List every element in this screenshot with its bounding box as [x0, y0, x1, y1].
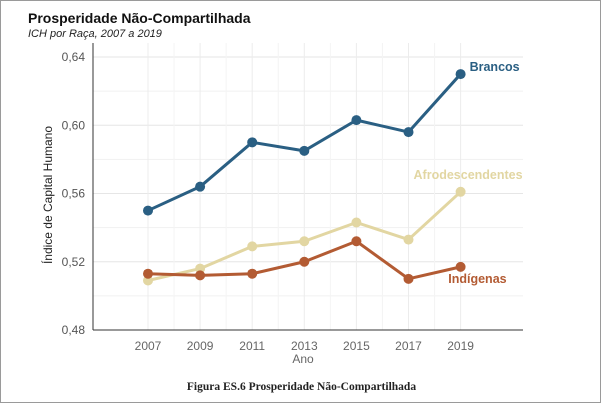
series-label: Brancos: [470, 60, 520, 74]
data-point: [247, 268, 258, 279]
series-0: [143, 69, 466, 216]
data-point: [455, 261, 466, 272]
x-tick-label: 2009: [187, 339, 214, 353]
series-label: Afrodescendentes: [414, 168, 523, 182]
data-point: [403, 234, 414, 245]
data-point: [403, 127, 414, 138]
data-point: [299, 256, 310, 267]
data-point: [299, 236, 310, 247]
x-tick-label: 2017: [395, 339, 422, 353]
data-point: [351, 217, 362, 228]
y-tick-label: 0,56: [62, 187, 86, 201]
series-layer: [143, 69, 466, 286]
data-point: [351, 236, 362, 247]
data-point: [247, 241, 258, 252]
y-axis-label: Índice de Capital Humano: [40, 126, 55, 264]
y-tick-label: 0,48: [62, 323, 86, 337]
axes: 0,48 0,52 0,56 0,60 0,64 2007 2009 2011 2013 2015…: [62, 43, 523, 353]
figure-caption: Figura ES.6 Prosperidade Não-Compartilha…: [186, 381, 417, 393]
x-tick-label: 2007: [135, 339, 162, 353]
chart-subtitle: ICH por Raça, 2007 a 2019: [28, 28, 162, 40]
series-label: Indígenas: [448, 272, 506, 286]
data-point: [143, 205, 153, 216]
x-tick-label: 2013: [291, 339, 318, 353]
data-point: [195, 270, 206, 281]
y-tick-label: 0,60: [62, 118, 86, 132]
data-point: [403, 273, 414, 284]
x-tick-label: 2015: [343, 339, 370, 353]
data-point: [455, 69, 466, 80]
x-axis-label: Ano: [292, 352, 314, 366]
x-tick-label: 2019: [447, 339, 474, 353]
y-tick-label: 0,52: [62, 255, 86, 269]
data-point: [299, 145, 310, 156]
data-point: [247, 137, 258, 148]
data-point: [351, 115, 362, 126]
y-tick-label: 0,64: [62, 50, 86, 64]
data-point: [455, 186, 466, 197]
x-tick-label: 2011: [239, 339, 265, 353]
grid: [93, 43, 523, 331]
line-chart: 0,48 0,52 0,56 0,60 0,64 2007 2009 2011 2013 2015…: [40, 43, 523, 366]
data-point: [195, 181, 206, 192]
series-labels: Brancos Afrodescendentes Indígenas: [414, 60, 523, 286]
series-2: [143, 236, 466, 284]
data-point: [143, 268, 153, 279]
chart-title: Prosperidade Não-Compartilhada: [28, 10, 251, 26]
